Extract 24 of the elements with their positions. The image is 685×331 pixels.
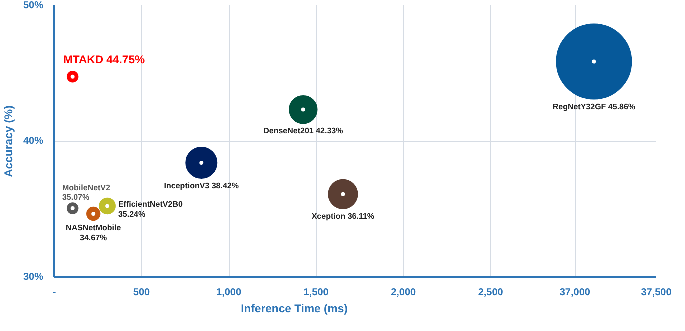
x-tick-label: 500 — [133, 288, 151, 298]
text: RegNetY32GF 45.86% — [552, 102, 636, 112]
data-label: 35.07% — [62, 193, 90, 202]
x-tick-label: 1,500 — [304, 288, 330, 298]
x-tick-label: 37,500 — [641, 288, 672, 298]
text: Xception 36.11% — [312, 212, 375, 221]
y-tick-label: 30% — [23, 272, 44, 283]
data-label: 35.24% — [118, 210, 146, 220]
x-tick-label: - — [52, 288, 56, 298]
text: InceptionV3 38.42% — [164, 181, 239, 190]
series-label: EfficientNetV2B0 — [118, 200, 184, 210]
y-tick-label: 50% — [23, 0, 44, 12]
text: MTAKD 44.75% — [63, 54, 146, 67]
y-axis-title: Accuracy (%) — [3, 105, 16, 178]
text: DenseNet201 42.33% — [264, 126, 344, 136]
x-tick-label: 37,000 — [560, 288, 591, 298]
x-axis-title: Inference Time (ms) — [241, 304, 348, 316]
x-tick-label: 2,000 — [391, 288, 417, 298]
y-tick-label: 40% — [23, 136, 44, 147]
x-tick-label: 1,000 — [216, 288, 242, 298]
series-label: MobileNetV2 — [62, 183, 112, 192]
series-label: NASNetMobile — [66, 224, 122, 233]
x-tick-label: 2,500 — [478, 288, 504, 298]
data-label: 34.67% — [80, 233, 108, 242]
